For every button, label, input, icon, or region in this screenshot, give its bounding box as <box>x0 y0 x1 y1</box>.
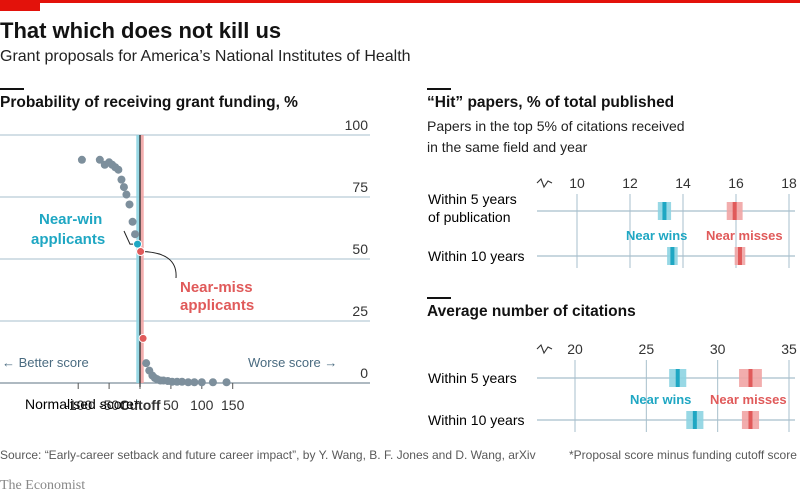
data-point <box>95 155 104 164</box>
citations-panel-rule <box>427 297 451 299</box>
point-marker <box>732 202 737 220</box>
data-point <box>131 230 140 239</box>
near-win-leader <box>123 230 135 245</box>
x-tick-label: -50 <box>99 397 119 413</box>
point-marker <box>748 369 753 387</box>
cite-legend-near-misses: Near misses <box>710 392 787 407</box>
near-win-band <box>136 135 140 383</box>
cite-row-label-2: Within 10 years <box>428 412 524 428</box>
citations-panel-title: Average number of citations <box>427 303 636 320</box>
x-tick-label: 35 <box>781 341 797 357</box>
cite-legend-near-wins: Near wins <box>630 392 691 407</box>
x-tick-label: 30 <box>710 341 726 357</box>
near-win-label-line2: applicants <box>31 231 105 248</box>
data-point <box>136 247 146 257</box>
x-tick-label: 14 <box>675 175 691 191</box>
data-point <box>125 200 134 209</box>
y-tick-label: 0 <box>360 365 368 381</box>
near-miss-label-line1: Near-miss <box>180 279 253 296</box>
x-tick-label: 18 <box>781 175 797 191</box>
near-miss-leader <box>140 251 177 279</box>
page-title: That which does not kill us <box>0 18 282 43</box>
data-point <box>190 378 199 387</box>
x-tick-label: 10 <box>569 175 585 191</box>
worse-score-label: Worse score → <box>248 355 337 370</box>
data-point <box>117 175 126 184</box>
data-point <box>142 359 151 368</box>
near-miss-band <box>140 135 144 383</box>
near-win-label-line1: Near-win <box>39 211 102 228</box>
footnote: *Proposal score minus funding cutoff sco… <box>569 448 797 462</box>
brand-logo: The Economist <box>0 478 86 493</box>
hit-row-label-2: Within 10 years <box>428 248 524 264</box>
near-miss-label-line2: applicants <box>180 297 254 314</box>
page-subtitle: Grant proposals for America’s National I… <box>0 48 411 65</box>
y-tick-label: 75 <box>352 179 368 195</box>
data-point <box>122 190 131 199</box>
data-point <box>178 377 187 386</box>
x-tick-label: 100 <box>190 397 214 413</box>
point-marker <box>692 411 697 429</box>
point-marker <box>670 247 675 265</box>
hit-panel-rule <box>427 88 451 90</box>
x-axis-title: Normalised score* <box>25 396 140 412</box>
x-tick-label: 16 <box>728 175 744 191</box>
chart-annotations: ← Better score Worse score → Normalised … <box>2 191 787 428</box>
source-note: Source: “Early-career setback and future… <box>0 448 536 462</box>
hit-panel-title: “Hit” papers, % of total published <box>427 94 675 111</box>
hit-papers-chart: 10 12 14 16 18 <box>536 175 797 268</box>
x-tick-label: Cutoff <box>119 397 161 413</box>
left-panel-rule <box>0 88 24 90</box>
data-point <box>114 165 123 174</box>
hit-row-label-1a: Within 5 years <box>428 191 517 207</box>
data-point <box>77 155 86 164</box>
hit-legend-near-wins: Near wins <box>626 228 687 243</box>
axis-break-icon <box>536 178 553 189</box>
axis-break-icon <box>536 344 553 355</box>
hit-panel-subtitle-line2: in the same field and year <box>427 139 588 155</box>
data-point <box>197 378 206 387</box>
left-panel-title: Probability of receiving grant funding, … <box>0 94 298 111</box>
x-tick-label: 50 <box>163 397 179 413</box>
data-point <box>133 239 143 249</box>
citations-chart: 20 25 30 35 <box>536 341 797 432</box>
brand-tag <box>0 0 40 11</box>
better-score-label: ← Better score <box>2 355 89 370</box>
x-tick-label: 25 <box>639 341 655 357</box>
data-point <box>119 183 128 192</box>
top-rule <box>0 0 800 3</box>
point-marker <box>748 411 753 429</box>
hit-legend-near-misses: Near misses <box>706 228 783 243</box>
hit-row-label-1b: of publication <box>428 209 511 225</box>
x-tick-label: 20 <box>567 341 583 357</box>
data-point <box>222 378 231 387</box>
x-tick-label: -100 <box>64 397 92 413</box>
x-tick-label: 150 <box>221 397 245 413</box>
cite-row-label-1: Within 5 years <box>428 370 517 386</box>
data-point <box>208 378 217 387</box>
point-marker <box>675 369 680 387</box>
x-tick-label: 12 <box>622 175 638 191</box>
hit-panel-subtitle-line1: Papers in the top 5% of citations receiv… <box>427 118 685 134</box>
y-tick-label: 50 <box>352 241 368 257</box>
point-marker <box>737 247 742 265</box>
data-point <box>138 333 148 343</box>
y-tick-label: 25 <box>352 303 368 319</box>
data-point <box>128 217 137 226</box>
point-marker <box>662 202 667 220</box>
data-point <box>184 378 193 387</box>
y-tick-label: 100 <box>345 117 369 133</box>
